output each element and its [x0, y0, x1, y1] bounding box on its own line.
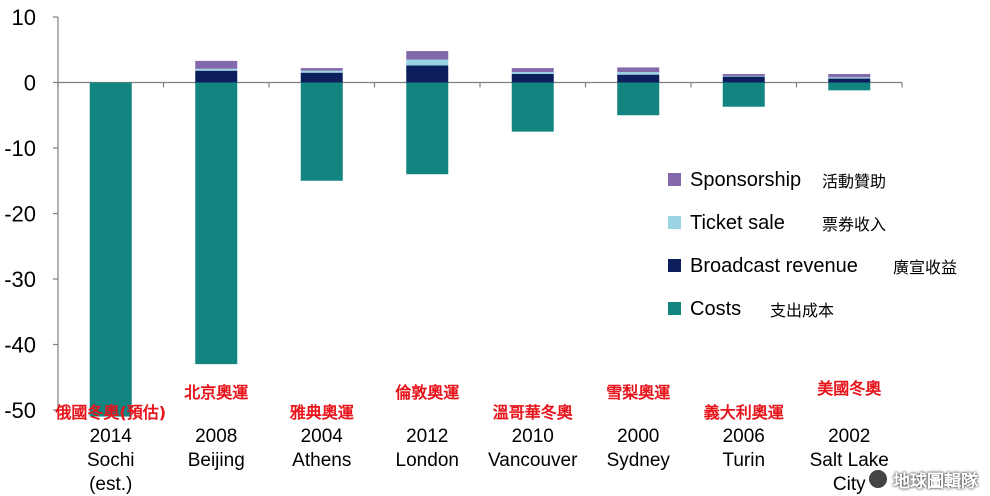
bar-broadcast-revenue	[195, 70, 238, 83]
category-city: Athens	[292, 450, 351, 471]
category-city: Salt Lake	[810, 450, 889, 471]
globe-icon	[867, 468, 889, 490]
category-year: 2004	[301, 426, 344, 447]
legend-swatch	[668, 216, 681, 229]
bars	[89, 51, 871, 417]
category-year: 2012	[406, 426, 448, 447]
legend-label: Sponsorship	[690, 169, 801, 191]
category-year: 2014	[90, 426, 133, 447]
category-city-line2: City	[833, 474, 866, 495]
bar-ticket-sale	[617, 72, 660, 75]
legend-label: Ticket sale	[690, 212, 785, 234]
bar-ticket-sale	[828, 77, 871, 79]
y-tick-label: -30	[4, 267, 36, 292]
legend-zh-label: 活動贊助	[822, 172, 886, 191]
category-year: 2000	[617, 426, 659, 447]
category-zh-label: 倫敦奧運	[395, 383, 459, 402]
category-city: London	[396, 450, 459, 471]
bar-ticket-sale	[406, 59, 449, 66]
watermark-text: 地球圖輯隊	[893, 472, 978, 492]
bar-sponsorship	[300, 68, 343, 71]
bar-costs	[828, 82, 871, 91]
bar-ticket-sale	[511, 72, 554, 74]
bar-costs	[300, 82, 343, 181]
bar-sponsorship	[828, 73, 871, 78]
y-tick-label: -10	[4, 136, 36, 161]
legend-zh-label: 廣宣收益	[893, 258, 957, 277]
legend-swatch	[668, 302, 681, 315]
bar-costs	[617, 82, 660, 116]
bar-broadcast-revenue	[406, 65, 449, 83]
category-city: Beijing	[188, 450, 245, 471]
y-tick-label: -20	[4, 202, 36, 227]
category-zh-label: 北京奧運	[184, 383, 248, 402]
category-zh-label: 溫哥華冬奧	[493, 403, 574, 422]
category-city: Vancouver	[488, 450, 578, 471]
bar-sponsorship	[406, 51, 449, 60]
bar-costs	[89, 82, 132, 417]
category-zh-label: 美國冬奧	[817, 379, 882, 398]
bar-sponsorship	[511, 68, 554, 73]
y-tick-label: 10	[12, 5, 36, 30]
bar-costs	[722, 82, 765, 107]
category-labels: 俄國冬奧(預估) 2014 Sochi (est.) 北京奧運 2008 Beijing 雅典…	[54, 379, 888, 495]
category-city: Sochi	[87, 450, 135, 471]
bar-broadcast-revenue	[828, 78, 871, 83]
bar-ticket-sale	[300, 70, 343, 73]
legend-swatch	[668, 259, 681, 272]
legend-zh-label: 票券收入	[822, 215, 886, 234]
bar-broadcast-revenue	[511, 73, 554, 83]
bar-broadcast-revenue	[300, 72, 343, 83]
category-zh-label: 義大利奧運	[704, 403, 784, 422]
legend-swatch	[668, 173, 681, 186]
legend-label: Costs	[690, 298, 741, 320]
category-year: 2002	[828, 426, 870, 447]
watermark: 地球圖輯隊	[867, 467, 978, 492]
bar-sponsorship	[617, 67, 660, 73]
y-tick-label: -40	[4, 333, 36, 358]
legend-zh-label: 支出成本	[770, 301, 834, 320]
bar-ticket-sale	[195, 68, 238, 71]
category-city: Sydney	[607, 450, 671, 471]
bar-sponsorship	[722, 73, 765, 76]
bar-broadcast-revenue	[722, 76, 765, 83]
bar-broadcast-revenue	[617, 74, 660, 83]
category-year: 2010	[512, 426, 554, 447]
y-tick-label: 0	[24, 71, 36, 96]
y-tick-label: -50	[4, 398, 36, 423]
category-zh-label: 雪梨奧運	[606, 383, 670, 402]
bar-ticket-sale	[722, 75, 765, 77]
bar-costs	[195, 82, 238, 365]
category-zh-label: 雅典奧運	[289, 403, 354, 422]
category-zh-label: 俄國冬奧(預估)	[54, 403, 166, 422]
legend-label: Broadcast revenue	[690, 255, 858, 277]
bar-costs	[511, 82, 554, 132]
bar-costs	[406, 82, 449, 175]
category-note: (est.)	[89, 474, 132, 495]
category-year: 2006	[723, 426, 765, 447]
category-city: Turin	[722, 450, 765, 471]
category-year: 2008	[195, 426, 237, 447]
legend: Sponsorship 活動贊助 Ticket sale 票券收入 Broadcast …	[668, 169, 957, 320]
bar-sponsorship	[195, 60, 238, 69]
